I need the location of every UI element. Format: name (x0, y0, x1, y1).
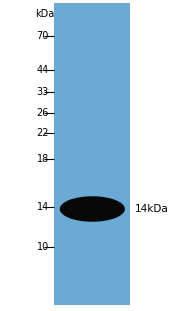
Text: 44: 44 (37, 65, 49, 75)
Text: kDa: kDa (35, 9, 54, 19)
Text: 70: 70 (37, 31, 49, 41)
Text: 22: 22 (36, 128, 49, 138)
Bar (54, 3, 130, 305)
Text: 14kDa: 14kDa (135, 204, 169, 214)
Text: 33: 33 (37, 87, 49, 97)
Text: 18: 18 (37, 154, 49, 164)
Text: 26: 26 (37, 108, 49, 118)
Ellipse shape (60, 196, 125, 222)
Text: 10: 10 (37, 242, 49, 252)
Text: 14: 14 (37, 202, 49, 212)
